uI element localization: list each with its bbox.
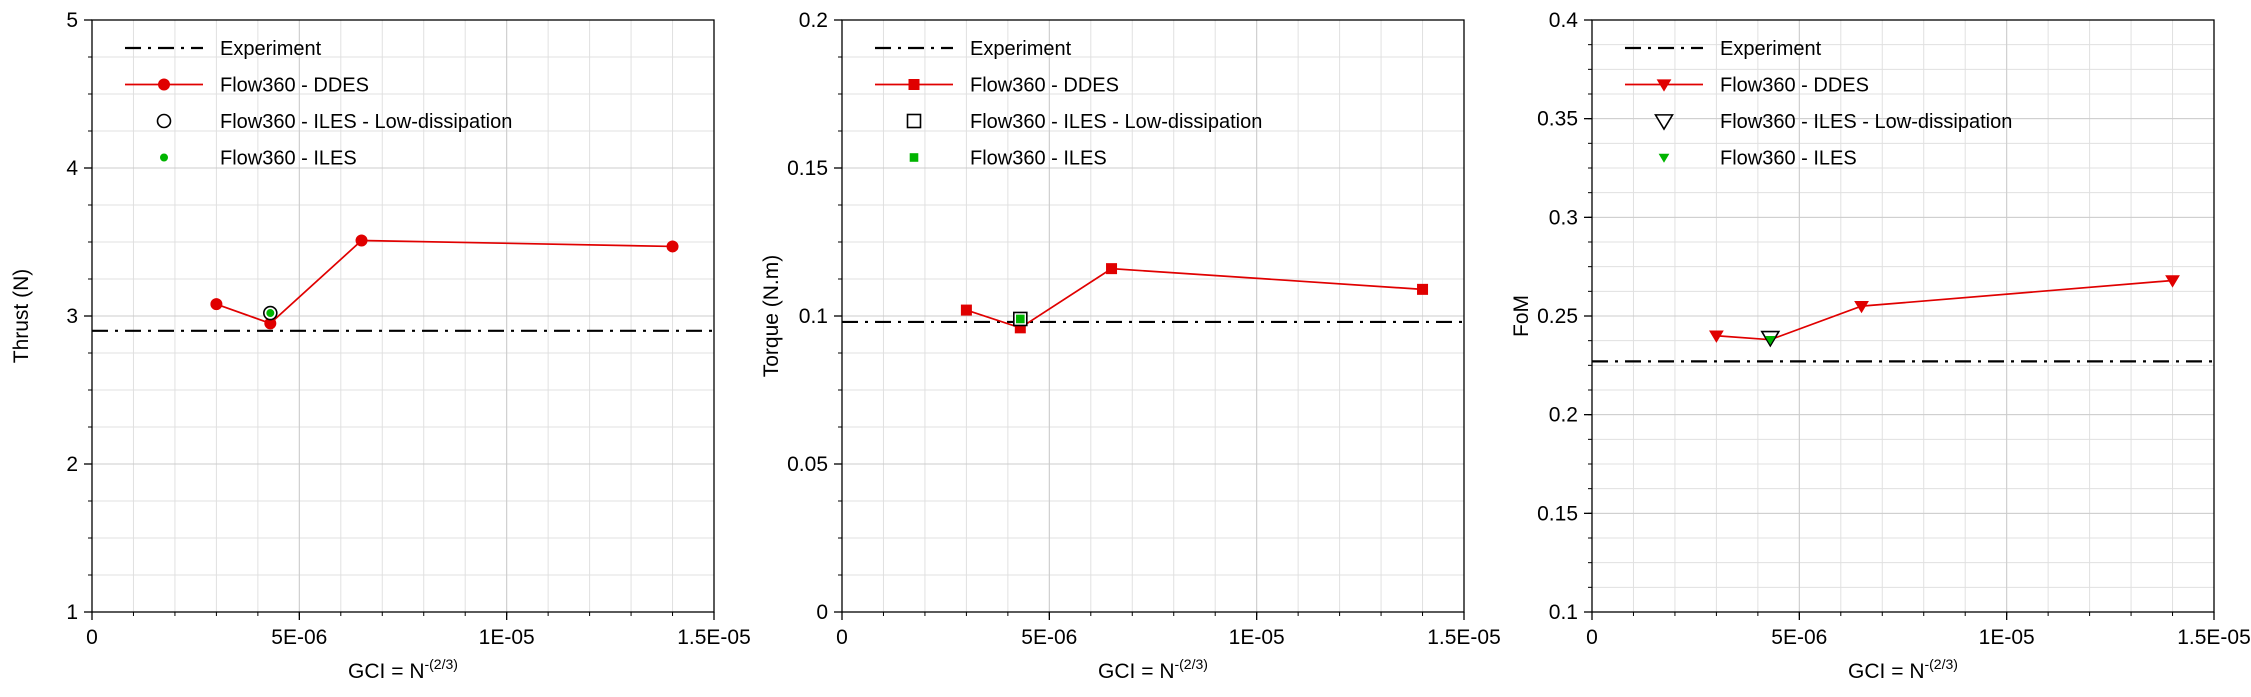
series-main: [960, 263, 1429, 334]
series-small: [1016, 314, 1025, 324]
axis-ticks: 0 5E-06 1E-05 1.5E-05 1 2 3 4 5: [66, 9, 750, 649]
y-tick-label: 0.4: [1549, 9, 1579, 32]
grid: [92, 20, 714, 612]
series-line: [216, 239, 673, 325]
legend: Experiment Flow360 - DDES Flow360 - ILES -…: [125, 38, 512, 170]
axis-ticks: 0 5E-06 1E-05 1.5E-05 0.1 0.15 0.2 0.25 0.3 0.35 0…: [1537, 9, 2250, 649]
data-point-marker: [666, 240, 679, 253]
grid: [1592, 20, 2214, 612]
x-tick-label: 1E-05: [1229, 626, 1285, 649]
legend-label: Flow360 - ILES - Low-dissipation: [220, 111, 512, 133]
legend-sample-marker: [160, 153, 168, 162]
y-axis-label: FoM: [1510, 295, 1533, 337]
legend-sample-marker: [158, 78, 170, 91]
x-tick-label: 1E-05: [1979, 626, 2035, 649]
y-tick-label: 0.05: [787, 453, 828, 476]
series-main: [210, 234, 679, 330]
y-tick-label: 0.1: [1549, 601, 1578, 624]
x-tick-label: 0: [836, 626, 848, 649]
y-tick-label: 1: [66, 601, 78, 624]
data-point-marker: [1854, 300, 1869, 314]
legend-sample-marker: [909, 153, 919, 162]
data-point-marker: [1417, 283, 1429, 295]
series-main: [1709, 275, 2180, 347]
x-tick-label: 0: [1586, 626, 1598, 649]
torque-chart: 0 5E-06 1E-05 1.5E-05 0 0.05 0.1 0.15 0.2 Torque …: [760, 9, 1500, 683]
series-small: [266, 309, 275, 318]
legend-label: Experiment: [220, 38, 322, 60]
y-tick-label: 0.3: [1549, 206, 1578, 229]
x-tick-label: 1.5E-05: [1427, 626, 1500, 649]
x-tick-label: 1E-05: [479, 626, 535, 649]
data-point-marker: [1016, 314, 1025, 324]
legend-label: Flow360 - ILES - Low-dissipation: [1720, 111, 2012, 133]
data-point-marker: [1764, 335, 1776, 345]
legend-label: Experiment: [970, 38, 1072, 60]
chart-panel-torque: 0 5E-06 1E-05 1.5E-05 0 0.05 0.1 0.15 0.2 Torque …: [750, 0, 1500, 697]
y-tick-label: 0.2: [799, 9, 828, 32]
legend-sample-marker: [156, 113, 172, 129]
legend-sample-marker: [1658, 153, 1670, 163]
data-point-marker: [355, 234, 368, 247]
chart-panel-fom: 0 5E-06 1E-05 1.5E-05 0.1 0.15 0.2 0.25 0.3 0.35 0…: [1500, 0, 2250, 697]
y-tick-label: 2: [66, 453, 78, 476]
y-tick-label: 4: [66, 157, 78, 180]
legend-label: Flow360 - DDES: [1720, 75, 1869, 97]
y-tick-label: 0.2: [1549, 404, 1578, 427]
data-point-marker: [266, 309, 275, 318]
x-tick-label: 5E-06: [271, 626, 327, 649]
series-line: [1716, 279, 2173, 341]
x-axis-label: GCI = N-(2/3): [1098, 656, 1208, 683]
series-line: [966, 267, 1423, 329]
y-tick-label: 3: [66, 305, 78, 328]
data-point-marker: [2165, 275, 2180, 288]
chart-panel-thrust: 0 5E-06 1E-05 1.5E-05 1 2 3 4 5 Thrust (N) GCI = N…: [0, 0, 750, 697]
legend-sample-marker: [1654, 114, 1674, 131]
y-tick-label: 0.15: [1537, 502, 1578, 525]
x-axis-label: GCI = N-(2/3): [348, 656, 458, 683]
y-tick-label: 5: [66, 9, 78, 32]
legend-sample-marker: [908, 79, 920, 90]
x-tick-label: 1.5E-05: [677, 626, 750, 649]
legend-sample-marker: [906, 113, 922, 129]
x-tick-label: 1.5E-05: [2177, 626, 2250, 649]
data-point-marker: [210, 298, 223, 311]
axis-ticks: 0 5E-06 1E-05 1.5E-05 0 0.05 0.1 0.15 0.2: [787, 9, 1500, 649]
legend-label: Experiment: [1720, 38, 1822, 60]
legend: Experiment Flow360 - DDES Flow360 - ILES -…: [1625, 38, 2012, 170]
x-axis-label: GCI = N-(2/3): [1848, 656, 1958, 683]
legend-label: Flow360 - ILES: [970, 148, 1107, 170]
series-small: [1764, 335, 1776, 345]
legend-label: Flow360 - DDES: [970, 75, 1119, 97]
legend-label: Flow360 - ILES - Low-dissipation: [970, 111, 1262, 133]
y-tick-label: 0: [816, 601, 828, 624]
legend-label: Flow360 - DDES: [220, 75, 369, 97]
y-tick-label: 0.35: [1537, 108, 1578, 131]
legend-sample-marker: [1656, 79, 1672, 92]
x-tick-label: 0: [86, 626, 98, 649]
x-tick-label: 5E-06: [1771, 626, 1827, 649]
data-point-marker: [1106, 263, 1118, 275]
y-axis-label: Thrust (N): [10, 269, 33, 364]
legend-label: Flow360 - ILES: [220, 148, 357, 170]
y-axis-label: Torque (N.m): [760, 255, 783, 378]
data-point-marker: [960, 304, 972, 316]
y-tick-label: 0.1: [799, 305, 828, 328]
y-tick-label: 0.15: [787, 157, 828, 180]
legend-label: Flow360 - ILES: [1720, 148, 1857, 170]
grid: [842, 20, 1464, 612]
data-point-marker: [1709, 330, 1724, 343]
y-tick-label: 0.25: [1537, 305, 1578, 328]
legend: Experiment Flow360 - DDES Flow360 - ILES -…: [875, 38, 1262, 170]
fom-chart: 0 5E-06 1E-05 1.5E-05 0.1 0.15 0.2 0.25 0.3 0.35 0…: [1510, 9, 2250, 683]
thrust-chart: 0 5E-06 1E-05 1.5E-05 1 2 3 4 5 Thrust (N) GCI = N…: [10, 9, 750, 683]
x-tick-label: 5E-06: [1021, 626, 1077, 649]
